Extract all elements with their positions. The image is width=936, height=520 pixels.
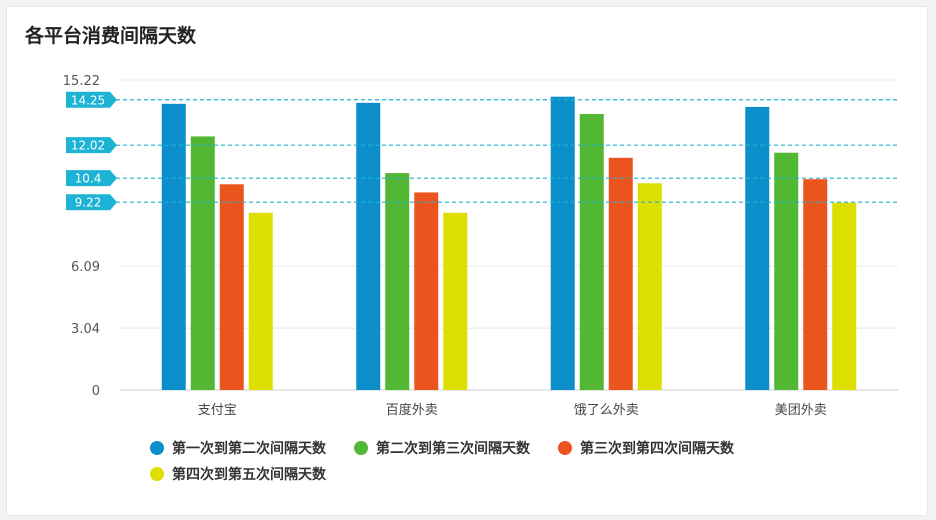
x-tick-label: 支付宝	[198, 403, 237, 418]
y-tick-label: 0	[92, 384, 100, 399]
legend-item[interactable]: 第三次到第四次间隔天数	[558, 438, 734, 458]
legend-swatch	[354, 441, 368, 455]
legend-swatch	[150, 441, 164, 455]
legend-label: 第三次到第四次间隔天数	[580, 441, 734, 457]
bar[interactable]	[161, 103, 186, 391]
bar[interactable]	[356, 102, 381, 391]
bar[interactable]	[579, 114, 604, 390]
reference-marker	[66, 170, 117, 187]
reference-label: 9.22	[75, 196, 102, 210]
legend-label: 第一次到第二次间隔天数	[172, 441, 326, 457]
x-tick-label: 百度外卖	[386, 402, 438, 418]
reference-label: 10.4	[75, 172, 102, 186]
bar[interactable]	[414, 192, 439, 390]
bar[interactable]	[608, 157, 633, 390]
chart-title: 各平台消费间隔天数	[25, 25, 197, 47]
bar[interactable]	[832, 202, 857, 390]
reference-label: 14.25	[71, 93, 105, 107]
chart-legend: 第一次到第二次间隔天数 第二次到第三次间隔天数 第三次到第四次间隔天数第四次到第五次…	[150, 438, 850, 484]
reference-marker	[66, 91, 117, 108]
bar[interactable]	[248, 212, 273, 390]
reference-label: 12.02	[71, 139, 105, 153]
legend-swatch	[150, 467, 164, 481]
bar[interactable]	[774, 152, 799, 390]
y-tick-label: 6.09	[71, 260, 100, 275]
legend-swatch	[558, 441, 572, 455]
y-tick-label: 15.22	[63, 74, 100, 89]
bar[interactable]	[637, 183, 662, 390]
bar[interactable]	[190, 136, 215, 390]
x-tick-label: 饿了么外卖	[574, 403, 639, 418]
reference-marker	[66, 194, 117, 211]
bar[interactable]	[443, 212, 468, 390]
bar[interactable]	[803, 179, 828, 390]
bar[interactable]	[385, 173, 410, 390]
legend-label: 第四次到第五次间隔天数	[172, 467, 326, 483]
legend-item[interactable]: 第四次到第五次间隔天数	[150, 464, 326, 484]
bar[interactable]	[745, 106, 770, 390]
bar[interactable]	[219, 184, 244, 390]
x-tick-label: 美团外卖	[775, 403, 827, 418]
y-tick-label: 3.04	[71, 322, 100, 337]
legend-item[interactable]: 第二次到第三次间隔天数	[354, 438, 530, 458]
legend-label: 第二次到第三次间隔天数	[376, 441, 530, 457]
bar[interactable]	[550, 96, 575, 390]
legend-item[interactable]: 第一次到第二次间隔天数	[150, 438, 326, 458]
reference-marker	[66, 137, 117, 154]
